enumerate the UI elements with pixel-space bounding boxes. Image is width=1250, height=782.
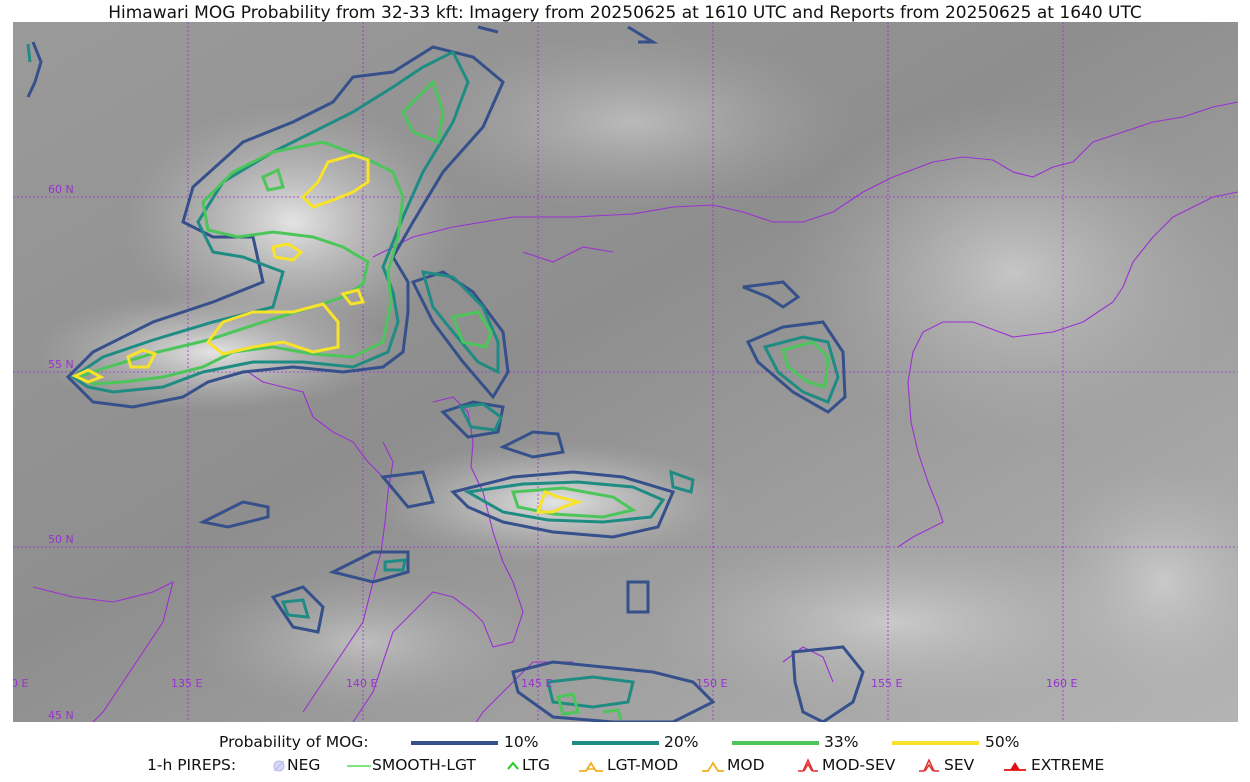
mod-icon bbox=[702, 761, 724, 772]
extreme-icon bbox=[1004, 762, 1026, 771]
ltg-icon bbox=[507, 761, 519, 770]
pirep-label-lgt-mod: LGT-MOD bbox=[607, 756, 679, 774]
pirep-label-mod-sev: MOD-SEV bbox=[822, 756, 896, 774]
legend-swatch-20 bbox=[572, 741, 659, 745]
sev-icon bbox=[919, 758, 939, 772]
contours-33-percent bbox=[73, 79, 830, 721]
lon-label-135e: 135 E bbox=[171, 677, 202, 690]
pireps-legend-label: 1-h PIREPS: bbox=[147, 756, 237, 774]
legend-swatch-50 bbox=[892, 741, 979, 745]
lon-label-155e: 155 E bbox=[871, 677, 902, 690]
legend-label-33: 33% bbox=[824, 733, 859, 751]
neg-icon bbox=[273, 760, 285, 772]
contours-50-percent bbox=[71, 153, 584, 514]
probability-legend-label: Probability of MOG: bbox=[219, 733, 369, 751]
lon-label-150e: 150 E bbox=[696, 677, 727, 690]
probability-legend: Probability of MOG: 10% 20% 33% 50% bbox=[0, 733, 1250, 753]
legend-swatch-33 bbox=[732, 741, 819, 745]
lon-label-160e: 160 E bbox=[1046, 677, 1077, 690]
lgt-mod-icon bbox=[579, 761, 603, 772]
lon-label-130e: 130 E bbox=[13, 677, 28, 690]
mod-sev-icon bbox=[798, 758, 818, 772]
lat-label-50n: 50 N bbox=[48, 533, 74, 546]
legend-label-10: 10% bbox=[504, 733, 539, 751]
pirep-label-neg: NEG bbox=[287, 756, 321, 774]
smooth-lgt-icon bbox=[347, 765, 371, 767]
lon-label-140e: 140 E bbox=[346, 677, 377, 690]
pireps-legend: 1-h PIREPS: NEG SMOOTH-LGT LTG LGT-MOD M… bbox=[0, 756, 1250, 776]
lat-label-60n: 60 N bbox=[48, 183, 74, 196]
pirep-label-sev: SEV bbox=[944, 756, 975, 774]
satellite-map: 60 N 55 N 50 N 45 N 130 E 135 E 140 E 14… bbox=[13, 22, 1238, 722]
lat-label-55n: 55 N bbox=[48, 358, 74, 371]
lat-label-45n: 45 N bbox=[48, 709, 74, 722]
pirep-label-smooth-lgt: SMOOTH-LGT bbox=[372, 756, 476, 774]
legend-label-50: 50% bbox=[985, 733, 1020, 751]
contours-20-percent bbox=[26, 43, 840, 709]
graticule bbox=[13, 22, 1238, 722]
lon-label-145e: 145 E bbox=[521, 677, 552, 690]
map-title: Himawari MOG Probability from 32-33 kft:… bbox=[108, 3, 1142, 23]
pirep-label-extreme: EXTREME bbox=[1031, 756, 1105, 774]
pirep-label-mod: MOD bbox=[727, 756, 765, 774]
legend-swatch-10 bbox=[411, 741, 498, 745]
legend-label-20: 20% bbox=[664, 733, 699, 751]
pirep-label-ltg: LTG bbox=[522, 756, 550, 774]
